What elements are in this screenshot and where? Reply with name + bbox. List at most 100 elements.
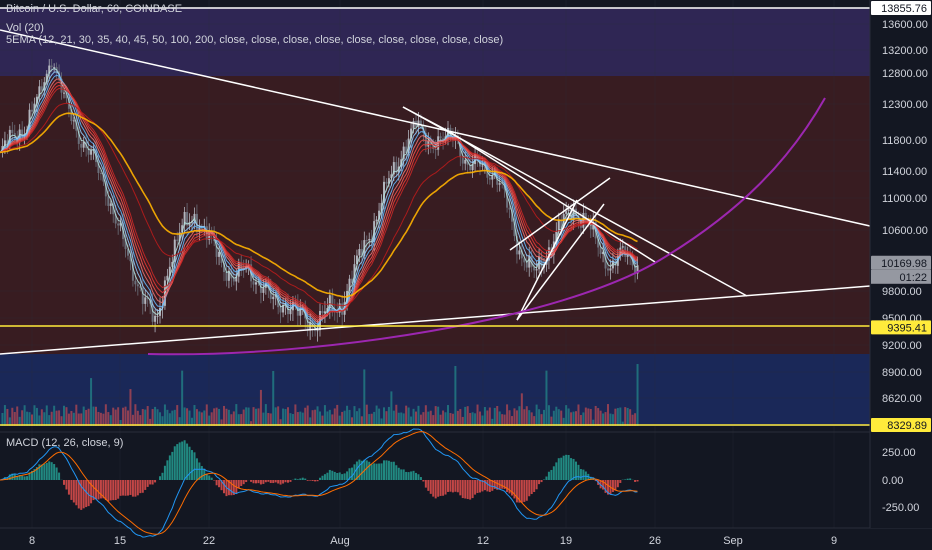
volume-bar (552, 410, 555, 426)
macd-histogram-bar (545, 476, 548, 480)
macd-histogram-bar (575, 461, 577, 480)
candle-body (255, 282, 257, 285)
macd-histogram-bar (469, 480, 472, 500)
candle-body (183, 211, 186, 226)
macd-histogram-bar (178, 442, 181, 480)
candle-body (262, 287, 265, 293)
macd-histogram-bar (235, 480, 238, 494)
macd-histogram-bar (422, 480, 425, 482)
descending-resistance-line[interactable] (0, 29, 871, 227)
volume-bar (634, 413, 637, 426)
volume-bar (35, 407, 38, 426)
volume-bar (107, 412, 110, 426)
price-tick-label: 13600.00 (882, 19, 928, 31)
macd-legend: MACD (12, 26, close, 9) (6, 437, 124, 449)
channel-line-diagonal[interactable] (516, 199, 578, 321)
channel-line-upper[interactable] (509, 177, 611, 251)
candle-body (171, 261, 174, 267)
macd-histogram-bar (395, 465, 398, 480)
volume-bar (156, 409, 159, 426)
macd-histogram-bar (289, 480, 292, 482)
candle-body (6, 140, 9, 146)
time-tick-label: Aug (330, 535, 350, 547)
volume-bar (328, 409, 331, 426)
candle-body (141, 287, 144, 304)
volume-bar (592, 419, 595, 426)
time-axis[interactable]: 8 15 22 Aug 12 19 26 Sep 9 (29, 535, 837, 547)
macd-histogram-bar (208, 475, 211, 480)
volume-bar (191, 417, 193, 426)
volume-bar (400, 412, 403, 426)
candle-body (508, 207, 511, 210)
time-tick-label: 15 (114, 535, 126, 547)
volume-bar (535, 404, 538, 426)
candle-body (419, 120, 422, 125)
trendline-drawings[interactable] (0, 7, 871, 426)
candle-body (90, 150, 93, 155)
wedge-line-c[interactable] (449, 131, 656, 263)
macd-histogram-bar (183, 440, 186, 480)
candle-body (412, 120, 415, 129)
macd-histogram-bar (82, 480, 85, 509)
macd-histogram-bar (139, 480, 142, 494)
channel-line-lower[interactable] (516, 203, 605, 321)
volume-bar (503, 414, 506, 426)
candle-body (488, 177, 491, 180)
macd-histogram-bar (304, 478, 307, 480)
macd-histogram-bar (503, 480, 506, 489)
volume-bar (176, 405, 179, 426)
ascending-support-line[interactable] (0, 285, 871, 355)
macd-histogram-bar (294, 478, 297, 480)
candle-body (380, 203, 383, 211)
candle-body (82, 141, 85, 148)
macd-histogram-bar (331, 470, 334, 480)
macd-histogram-bar (508, 480, 511, 494)
volume-bar (63, 405, 65, 426)
macd-histogram-bar (75, 480, 78, 506)
volume-bar (8, 417, 11, 426)
volume-bar (498, 411, 501, 426)
volume-bar (474, 413, 477, 426)
macd-histogram-bar (607, 480, 609, 495)
candle-body (38, 86, 41, 97)
volume-bar (587, 408, 590, 426)
volume-bar (338, 415, 341, 426)
time-tick-label: 26 (649, 535, 661, 547)
volume-bar (570, 412, 573, 426)
volume-bar (491, 418, 494, 426)
ema-line (0, 87, 638, 317)
macd-histogram-bar (412, 470, 415, 480)
macd-histogram-bar (599, 480, 602, 489)
candle-body (523, 258, 526, 263)
candle-body (528, 255, 531, 268)
macd-histogram-bar (555, 462, 558, 480)
macd-histogram-bar (407, 472, 410, 480)
volume-bar (80, 413, 83, 426)
macd-indicator (0, 428, 639, 538)
macd-histogram-bar (112, 480, 115, 501)
macd-histogram-bar (240, 480, 243, 487)
volume-bar (321, 415, 324, 426)
macd-histogram-bar (434, 480, 437, 499)
candle-body (154, 315, 157, 322)
volume-bar (284, 409, 287, 426)
price-tag (871, 320, 931, 335)
volume-bar (316, 406, 319, 426)
parabolic-curve[interactable] (147, 97, 826, 356)
volume-bar (181, 370, 184, 426)
volume-bar (11, 407, 14, 426)
price-axis[interactable]: 13600.00 13200.00 12800.00 12300.00 11800.00… (882, 19, 928, 405)
volume-bar (353, 406, 356, 426)
price-tick-label: 9800.00 (882, 286, 922, 298)
volume-bar (26, 411, 29, 426)
macd-histogram-bar (232, 480, 235, 495)
volume-bar (439, 414, 442, 426)
macd-histogram-bar (454, 480, 457, 492)
volume-bar (70, 411, 73, 426)
macd-histogram-bar (109, 480, 112, 501)
candle-body (634, 265, 637, 274)
volume-bar (582, 412, 585, 426)
macd-histogram-bar (387, 460, 390, 480)
macd-tick-label: -250.00 (882, 502, 919, 514)
